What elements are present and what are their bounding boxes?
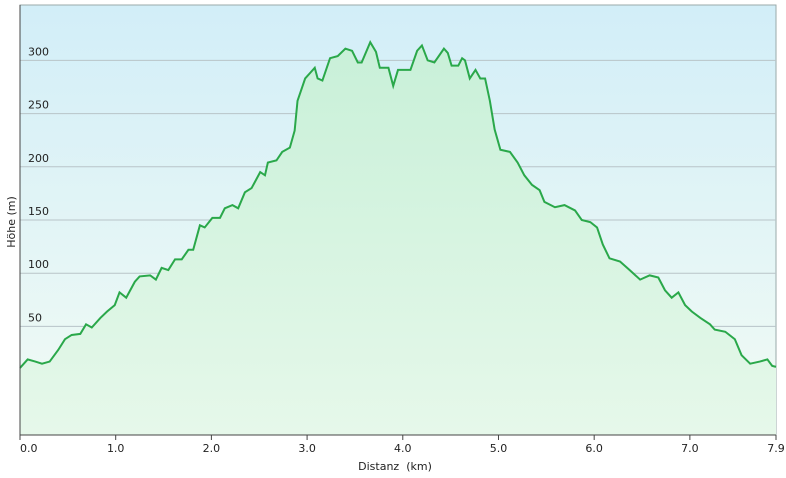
x-axis-label: Distanz (km) xyxy=(358,460,432,473)
y-tick-label: 150 xyxy=(28,205,49,218)
x-tick-label: 7.9 xyxy=(767,442,785,455)
y-axis-label: Höhe (m) xyxy=(5,196,18,248)
y-tick-label: 250 xyxy=(28,99,49,112)
x-tick-label: 3.0 xyxy=(298,442,316,455)
y-tick-label: 50 xyxy=(28,311,42,324)
x-tick-label: 7.0 xyxy=(681,442,699,455)
y-tick-label: 300 xyxy=(28,45,49,58)
area-fill xyxy=(20,42,776,436)
x-tick-label: 1.0 xyxy=(107,442,125,455)
x-tick-label: 5.0 xyxy=(490,442,508,455)
profile-line xyxy=(19,40,777,369)
y-tick-label: 200 xyxy=(28,152,49,165)
x-tick-label: 0.0 xyxy=(20,442,38,455)
x-tick-label: 4.0 xyxy=(394,442,412,455)
x-tick-label: 6.0 xyxy=(585,442,603,455)
y-tick-label: 100 xyxy=(28,258,49,271)
x-tick-label: 2.0 xyxy=(203,442,221,455)
